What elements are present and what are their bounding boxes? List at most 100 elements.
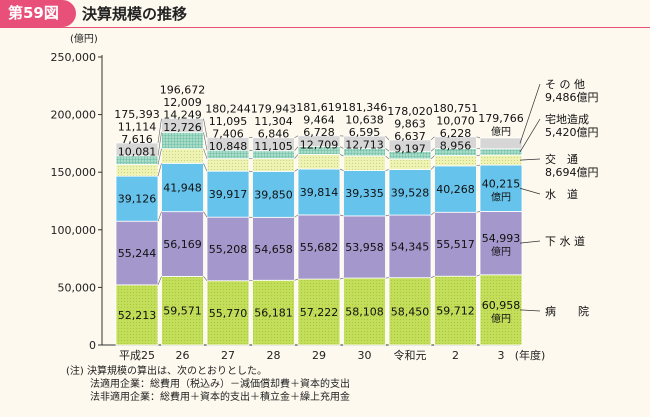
segment-value-label: 8,956 <box>440 139 472 152</box>
bar-segment <box>115 142 159 157</box>
bar-segment <box>343 155 386 171</box>
callout-leader-line <box>519 158 541 161</box>
total-value-label: 179,766 <box>478 112 524 125</box>
total-value-label: 180,244 <box>205 102 251 115</box>
series-connector <box>430 136 435 141</box>
segment-value-label: 55,682 <box>300 241 339 254</box>
callout-series-name: 水 道 <box>545 187 578 201</box>
notes: (注) 決算規模の算出は、次のとおりとした。 法適用企業：総費用（税込み）－減価… <box>66 365 350 404</box>
series-connector <box>430 212 435 216</box>
bar-segment <box>252 171 295 218</box>
bar-segment <box>115 175 159 222</box>
segment-value-label: 10,638 <box>345 114 384 127</box>
series-connector <box>203 211 208 218</box>
series-connector <box>385 155 390 160</box>
header-rule <box>0 27 650 28</box>
bar-segment <box>161 148 204 164</box>
bar-segment <box>343 170 386 217</box>
segment-value-label: 54,345 <box>391 240 430 253</box>
segment-value-label: 59,571 <box>163 305 202 318</box>
segment-value-label: 54,993 <box>482 232 521 245</box>
y-tick-label: 200,000 <box>51 109 97 122</box>
bar-segment <box>115 164 159 177</box>
segment-value-label: 55,244 <box>118 247 157 260</box>
series-connector <box>294 135 299 138</box>
bar-segment <box>206 136 250 151</box>
series-connector <box>157 276 162 285</box>
segment-value-label: 10,848 <box>209 140 248 153</box>
series-connector <box>476 136 481 139</box>
series-connector <box>294 168 299 172</box>
segment-value-label: 58,450 <box>391 305 430 318</box>
series-connector <box>430 275 435 278</box>
bar-segment <box>297 214 341 280</box>
series-connector <box>339 214 344 217</box>
bar-segment <box>297 168 341 216</box>
bar-segment <box>161 211 204 277</box>
segment-value-label: 12,709 <box>300 138 339 151</box>
segment-value-label: 39,126 <box>118 193 157 206</box>
note-line-1: (注) 決算規模の算出は、次のとおりとした。 <box>66 366 267 377</box>
x-tick-label: 2 <box>452 349 459 362</box>
note-line-3: 法非適用企業：総費用＋資本的支出＋積立金＋繰上充用金 <box>90 392 350 403</box>
segment-value-label: 14,249 <box>163 108 202 121</box>
bar-segment <box>479 211 523 276</box>
header: 第59図 決算規模の推移 <box>0 0 650 28</box>
segment-unit-label: 億円 <box>491 312 511 325</box>
segment-value-label: 55,770 <box>209 307 248 320</box>
segment-value-label: 55,517 <box>436 238 475 251</box>
segment-unit-label: 億円 <box>491 190 511 203</box>
segment-value-label: 58,108 <box>345 306 384 319</box>
bar-segment <box>434 155 477 167</box>
bar-segment <box>434 211 477 277</box>
segment-value-label: 9,464 <box>303 113 335 126</box>
bar-segment <box>434 165 477 213</box>
segment-value-label: 56,181 <box>254 307 293 320</box>
bar-segment <box>252 158 295 172</box>
segment-value-label: 39,528 <box>391 186 430 199</box>
series-connector <box>430 165 435 170</box>
segment-value-label: 6,228 <box>440 127 472 140</box>
bar-segment <box>343 215 386 279</box>
y-tick-label: 0 <box>89 339 96 352</box>
total-unit-label: 億円 <box>491 125 511 138</box>
total-value-label: 175,393 <box>114 108 160 121</box>
segment-value-label: 55,208 <box>209 243 248 256</box>
bar-segment <box>297 154 341 170</box>
total-value-label: 181,619 <box>296 101 342 114</box>
series-connector <box>339 168 344 171</box>
bar-segment <box>161 118 204 133</box>
bar-segment <box>252 279 295 346</box>
series-connector <box>339 154 344 157</box>
bar-segment <box>479 137 523 150</box>
callout-leader-line <box>519 240 541 244</box>
x-tick-label: 3 <box>498 349 505 362</box>
callout-leader-line <box>519 118 541 153</box>
stacked-bar-chart: (億円) 0 50,000 100,000 150,000 200,000 250,000 (… <box>51 32 599 362</box>
bar-segment <box>479 148 523 156</box>
bar-segment <box>388 139 432 152</box>
callout-series-name: そ の 他 <box>545 78 585 91</box>
series-connector <box>385 135 390 141</box>
bar-segment <box>161 275 204 346</box>
segment-value-label: 12,726 <box>163 121 202 134</box>
segment-value-label: 40,215 <box>482 177 521 190</box>
segment-value-label: 59,712 <box>436 305 475 318</box>
bar-segment <box>252 216 295 281</box>
series-connector <box>248 149 253 152</box>
segment-value-label: 39,335 <box>345 187 384 200</box>
x-tick-label: 26 <box>176 349 190 362</box>
segment-value-label: 39,917 <box>209 188 248 201</box>
figure-title: 決算規模の推移 <box>82 5 188 23</box>
bar-segment <box>388 158 432 170</box>
total-value-label: 178,020 <box>387 105 433 118</box>
y-tick-label: 100,000 <box>51 224 97 237</box>
callout-series-value: 8,694億円 <box>545 166 599 179</box>
segment-value-label: 6,637 <box>394 130 426 143</box>
bar-segment <box>161 162 204 213</box>
total-value-label: 196,672 <box>160 83 206 96</box>
series-connector <box>157 148 162 165</box>
callout-series-name: 宅地造成 <box>545 112 589 126</box>
series-connector <box>157 163 162 177</box>
bar-segment <box>206 158 250 172</box>
